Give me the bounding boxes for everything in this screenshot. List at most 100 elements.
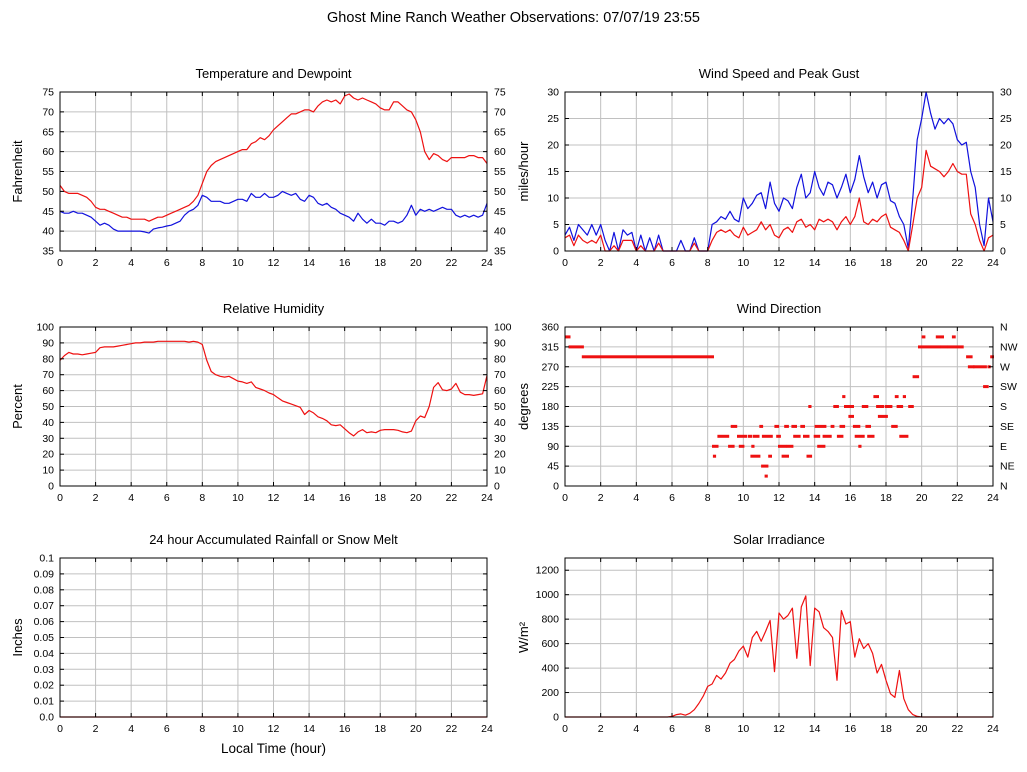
wind-direction-mark: [896, 405, 904, 408]
y-tick-label: 100: [36, 322, 54, 334]
chart-relative-humidity: Relative Humidity01020304050607080901000…: [10, 301, 512, 504]
y-tick-label-right: 60: [494, 146, 506, 158]
wind-direction-mark: [967, 365, 975, 369]
wind-direction-mark: [808, 405, 812, 408]
y-tick-label: 5: [553, 219, 559, 231]
wind-direction-mark: [861, 405, 869, 408]
x-tick-label: 12: [268, 492, 280, 504]
compass-label: NW: [1000, 341, 1018, 353]
x-tick-label: 24: [987, 723, 999, 735]
x-tick-label: 0: [57, 492, 63, 504]
x-tick-label: 16: [844, 257, 856, 269]
x-tick-label: 4: [128, 723, 134, 735]
wind-direction-mark: [793, 434, 801, 438]
x-tick-label: 6: [669, 723, 675, 735]
wind-direction-mark: [806, 454, 813, 458]
y-tick-label-right: 55: [494, 166, 506, 178]
tick-marks: [59, 91, 488, 252]
tick-marks: [59, 557, 488, 718]
x-tick-label: 10: [232, 492, 244, 504]
wind-direction-mark: [781, 454, 789, 458]
page-title: Ghost Mine Ranch Weather Observations: 0…: [327, 10, 700, 26]
y-tick-label: 70: [42, 369, 54, 381]
y-axis-label-relative-humidity: Percent: [10, 384, 25, 429]
y-tick-label: 0.0: [39, 712, 54, 724]
y-axis-label-wind-direction: degrees: [516, 383, 531, 430]
x-tick-label: 0: [562, 723, 568, 735]
y-tick-label: 75: [42, 87, 54, 99]
wind-direction-mark: [885, 405, 893, 408]
y-tick-label: 0.04: [34, 648, 55, 660]
chart-title-rainfall: 24 hour Accumulated Rainfall or Snow Mel…: [149, 532, 398, 547]
compass-label: N: [1000, 481, 1008, 493]
y-tick-label: 1000: [536, 589, 560, 601]
wind-direction-mark: [751, 444, 755, 448]
x-tick-label: 24: [481, 257, 493, 269]
wind-direction-mark: [990, 355, 994, 359]
wind-direction-mark: [778, 444, 787, 448]
wind-direction-mark: [891, 424, 898, 428]
x-axis-label-rainfall: Local Time (hour): [221, 741, 326, 756]
series-temperature: [59, 93, 488, 222]
x-tick-label: 24: [481, 723, 493, 735]
x-tick-label: 6: [669, 257, 675, 269]
wind-direction-mark: [908, 405, 914, 408]
y-tick-label: 60: [42, 385, 54, 397]
chart-wind-speed-gust: Wind Speed and Peak Gust0510152025300510…: [516, 66, 1012, 269]
x-tick-label: 22: [446, 257, 458, 269]
x-tick-label: 14: [303, 723, 315, 735]
x-tick-label: 18: [374, 492, 386, 504]
y-tick-label: 90: [42, 337, 54, 349]
y-tick-label: 10: [42, 465, 54, 477]
x-tick-label: 8: [199, 492, 205, 504]
wind-direction-mark: [876, 405, 885, 408]
x-tick-label: 10: [232, 723, 244, 735]
wind-direction-mark: [935, 335, 944, 339]
wind-direction-mark: [822, 434, 832, 438]
gridlines-wind-speed-gust: [564, 91, 994, 252]
x-tick-label: 2: [93, 723, 99, 735]
y-tick-label: 70: [42, 106, 54, 118]
y-axis-label-rainfall: Inches: [10, 618, 25, 657]
wind-direction-mark: [854, 434, 865, 438]
y-tick-label-right: 20: [1000, 140, 1012, 152]
x-tick-label: 12: [773, 257, 785, 269]
wind-direction-mark: [737, 434, 747, 438]
wind-direction-mark: [712, 454, 717, 458]
x-tick-label: 14: [809, 723, 821, 735]
x-tick-label: 22: [951, 723, 963, 735]
y-tick-label: 0.03: [34, 664, 55, 676]
plot-area-relative-humidity: [59, 340, 488, 437]
wind-direction-mark: [833, 405, 839, 408]
y-tick-label-right: 100: [494, 322, 512, 334]
x-tick-label: 8: [199, 257, 205, 269]
x-tick-label: 4: [128, 492, 134, 504]
wind-direction-mark: [877, 414, 888, 418]
y-tick-label: 0: [553, 712, 559, 724]
x-tick-label: 12: [773, 492, 785, 504]
y-tick-label: 0.05: [34, 632, 55, 644]
wind-direction-mark: [786, 444, 794, 448]
y-axis-label-wind-speed-gust: miles/hour: [516, 141, 531, 202]
plot-area-wind-direction: [564, 335, 994, 478]
wind-direction-mark: [814, 424, 827, 428]
x-tick-label: 2: [93, 257, 99, 269]
tick-marks: [59, 326, 488, 487]
wind-direction-mark: [581, 355, 714, 359]
x-tick-label: 4: [633, 492, 639, 504]
y-tick-label-right: 65: [494, 126, 506, 138]
y-tick-label-right: 0: [1000, 246, 1006, 258]
y-tick-label: 90: [547, 441, 559, 453]
y-tick-label: 0.06: [34, 616, 55, 628]
series-humidity: [59, 340, 488, 437]
y-tick-label: 0.1: [39, 553, 54, 565]
tick-marks: [564, 558, 994, 718]
y-tick-label: 30: [547, 87, 559, 99]
compass-label: N: [1000, 322, 1008, 334]
gridlines-wind-direction: [564, 326, 994, 487]
y-tick-label-right: 75: [494, 87, 506, 99]
x-tick-label: 16: [844, 492, 856, 504]
x-tick-label: 20: [410, 257, 422, 269]
y-tick-label-right: 50: [494, 186, 506, 198]
y-tick-label-right: 15: [1000, 166, 1012, 178]
